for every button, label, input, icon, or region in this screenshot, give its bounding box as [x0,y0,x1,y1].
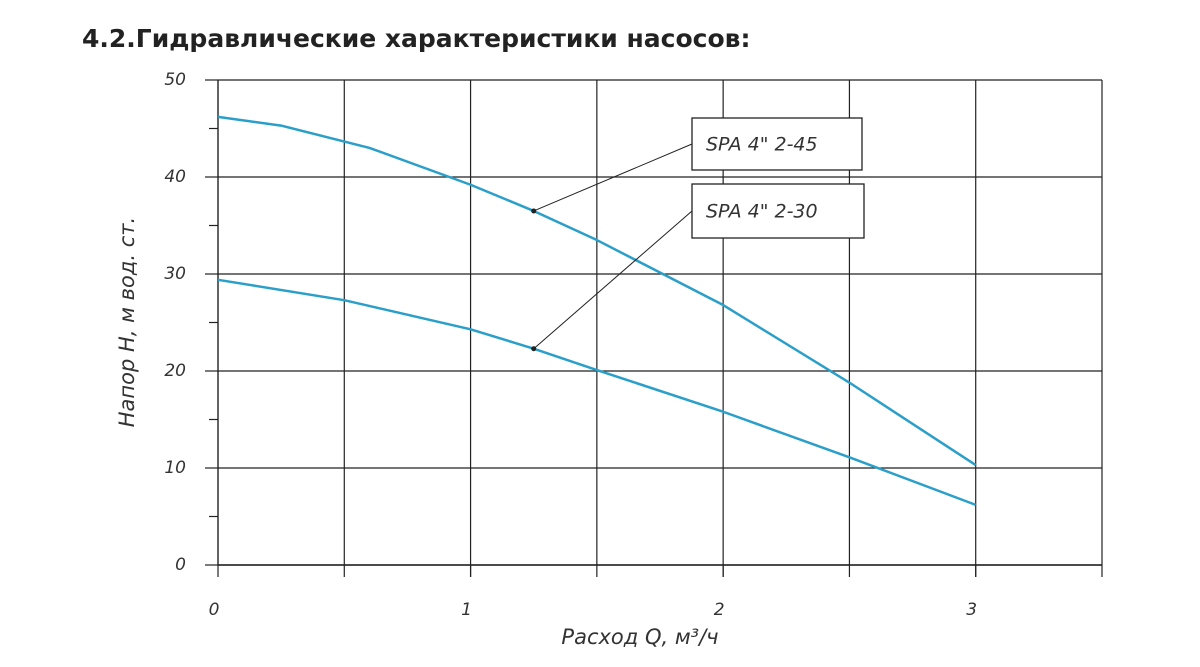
y-tick-label: 0 [175,555,186,575]
annotation-box [691,183,865,239]
annotation-point [531,346,537,352]
annotation-box [691,117,863,171]
annotation-point [531,208,537,214]
x-axis-label: Расход Q, м³/ч [561,625,718,649]
x-tick-label: 1 [461,600,472,620]
y-tick-label: 20 [164,361,186,381]
y-axis-label: Напор H, м вод. ст. [115,217,139,427]
annotation-label: SPA 4" 2-45 [706,134,818,156]
annotation-label: SPA 4" 2-30 [706,201,818,223]
y-tick-label: 30 [164,264,186,284]
x-tick-label: 2 [714,600,725,620]
leader-line [533,210,693,350]
y-tick-label: 40 [164,167,186,187]
x-tick-label: 0 [209,600,220,620]
chart-title: 4.2.Гидравлические характеристики насосо… [82,24,750,53]
leader-line [533,143,693,212]
y-tick-label: 50 [164,70,186,90]
y-tick-label: 10 [164,458,186,478]
x-tick-label: 3 [966,600,977,620]
line-series [217,278,977,507]
